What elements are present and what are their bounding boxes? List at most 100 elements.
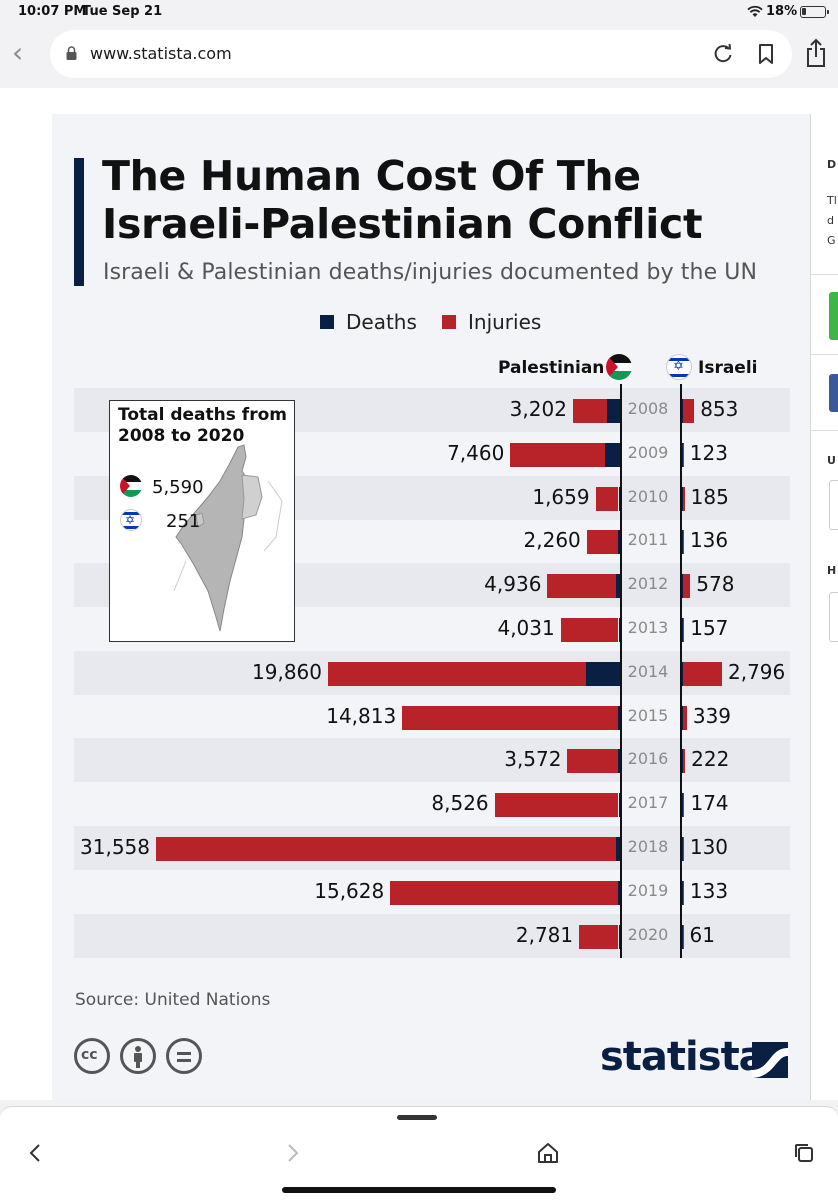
url-text: www.statista.com [90,44,232,63]
bar-palestinian-deaths-2008 [606,399,620,423]
infographic: The Human Cost Of The Israeli-Palestinia… [52,114,810,1100]
statista-logo[interactable]: statista [600,1034,766,1080]
chart-row-2015: 14,813 2015 339 [74,695,790,739]
side-rule-1 [811,274,838,275]
tabs-icon[interactable] [792,1141,816,1165]
value-palestinian-2010: 1,659 [532,484,590,509]
total-deaths-inset: Total deaths from 2008 to 2020 5,590 ✡ 2… [109,400,295,642]
share-icon[interactable] [804,38,828,68]
bar-palestinian-deaths-2009 [604,442,620,467]
year-label-2013: 2013 [627,618,669,637]
creative-commons-icon[interactable]: cc [74,1038,110,1074]
year-label-2019: 2019 [627,880,669,900]
bar-israeli-deaths-2018 [682,837,683,861]
bar-israeli-injuries-2019 [682,880,685,905]
value-palestinian-2009: 7,460 [447,440,505,465]
chart-row-2019: 15,628 2019 133 [74,870,790,914]
bar-palestinian-deaths-2016 [618,749,620,774]
bar-israeli-injuries-2018 [682,837,685,861]
status-date: Tue Sep 21 [82,4,163,19]
legend-deaths: Deaths [320,310,417,334]
bar-israeli-injuries-2010 [682,486,685,511]
value-israeli-2008: 853 [700,397,739,421]
bar-israeli-deaths-2015 [682,705,683,730]
back-arrow-icon[interactable] [24,1141,48,1165]
bar-israeli-deaths-2010 [682,486,683,511]
bar-israeli-deaths-2013 [682,618,683,642]
bar-israeli-deaths-2020 [682,924,683,949]
bar-israeli-deaths-2008 [682,399,683,423]
bar-israeli-deaths-2014 [682,661,684,686]
sheet-grabber[interactable] [397,1115,437,1120]
side-text-1: D [827,158,837,171]
forward-arrow-icon[interactable] [280,1141,304,1165]
value-israeli-2019: 133 [689,878,729,903]
value-palestinian-2012: 4,936 [484,572,542,597]
side-input-1[interactable] [829,480,838,530]
home-icon[interactable] [536,1141,560,1165]
no-derivatives-icon[interactable] [166,1038,202,1074]
chart-row-2014: 19,860 2014 2,796 [74,650,790,695]
value-israeli-2009: 123 [689,440,728,465]
year-label-2018: 2018 [627,837,669,856]
year-label-2012: 2012 [627,574,669,594]
attribution-icon[interactable] [120,1038,156,1074]
inset-israeli-flag-icon: ✡ [120,509,142,531]
chart-row-2017: 8,526 2017 174 [74,782,790,826]
column-header-palestinian: Palestinian [498,358,605,378]
bar-palestinian-injuries-2009 [510,442,605,467]
value-israeli-2011: 136 [689,528,729,553]
bar-palestinian-injuries-2017 [494,793,619,818]
bar-palestinian-injuries-2018 [156,837,616,861]
bar-palestinian-deaths-2018 [615,837,620,861]
inset-palestinian-flag-icon [120,475,142,497]
bar-palestinian-injuries-2016 [567,749,619,774]
year-label-2009: 2009 [627,442,669,462]
value-palestinian-2017: 8,526 [431,791,489,816]
side-blue-button[interactable] [829,374,838,412]
value-palestinian-2016: 3,572 [504,747,562,772]
israeli-flag-icon: ✡ [666,354,692,380]
year-label-2011: 2011 [627,530,669,550]
chart-row-2018: 31,558 2018 130 [74,826,790,870]
legend-label-injuries: Injuries [468,310,542,334]
bar-palestinian-injuries-2012 [547,574,617,599]
inset-title: Total deaths from 2008 to 2020 [118,405,287,446]
bar-palestinian-deaths-2015 [617,705,620,730]
bar-palestinian-injuries-2013 [560,618,619,642]
value-palestinian-2013: 4,031 [497,616,555,640]
side-input-2[interactable] [829,592,838,642]
panel-divider [810,114,811,1100]
bar-palestinian-deaths-2010 [618,486,620,511]
chart-row-2013: 4,031 2013 157 [74,607,790,651]
browser-back-button[interactable]: ‹ [12,36,24,69]
bar-palestinian-deaths-2017 [618,793,620,818]
value-palestinian-2019: 15,628 [314,878,385,903]
chart-source: Source: United Nations [75,990,271,1010]
bar-israeli-injuries-2017 [682,793,685,818]
side-green-button[interactable] [829,292,838,340]
chart-title: The Human Cost Of The Israeli-Palestinia… [102,152,703,248]
value-palestinian-2020: 2,781 [515,922,574,947]
value-palestinian-2011: 2,260 [523,528,581,553]
bar-israeli-injuries-2013 [682,618,685,642]
value-israeli-2016: 222 [691,747,730,772]
axis-line-israeli [680,384,682,958]
bookmark-icon[interactable] [756,43,776,65]
inset-israeli-total: 251 [166,511,201,532]
side-text-3: d [827,214,834,227]
bar-israeli-injuries-2008 [682,399,695,423]
year-label-2016: 2016 [627,749,669,769]
bar-palestinian-deaths-2020 [618,924,620,949]
bar-palestinian-injuries-2020 [579,924,619,949]
value-israeli-2012: 578 [696,572,735,597]
side-text-6: H [827,564,837,577]
value-israeli-2018: 130 [689,835,729,859]
reload-icon[interactable] [712,43,734,65]
map-illustration [173,444,283,632]
bar-palestinian-injuries-2008 [572,399,607,423]
bottom-toolbar [0,1106,838,1200]
bar-israeli-injuries-2016 [682,749,686,774]
bar-israeli-injuries-2009 [682,442,685,467]
address-bar[interactable]: www.statista.com [50,30,792,78]
